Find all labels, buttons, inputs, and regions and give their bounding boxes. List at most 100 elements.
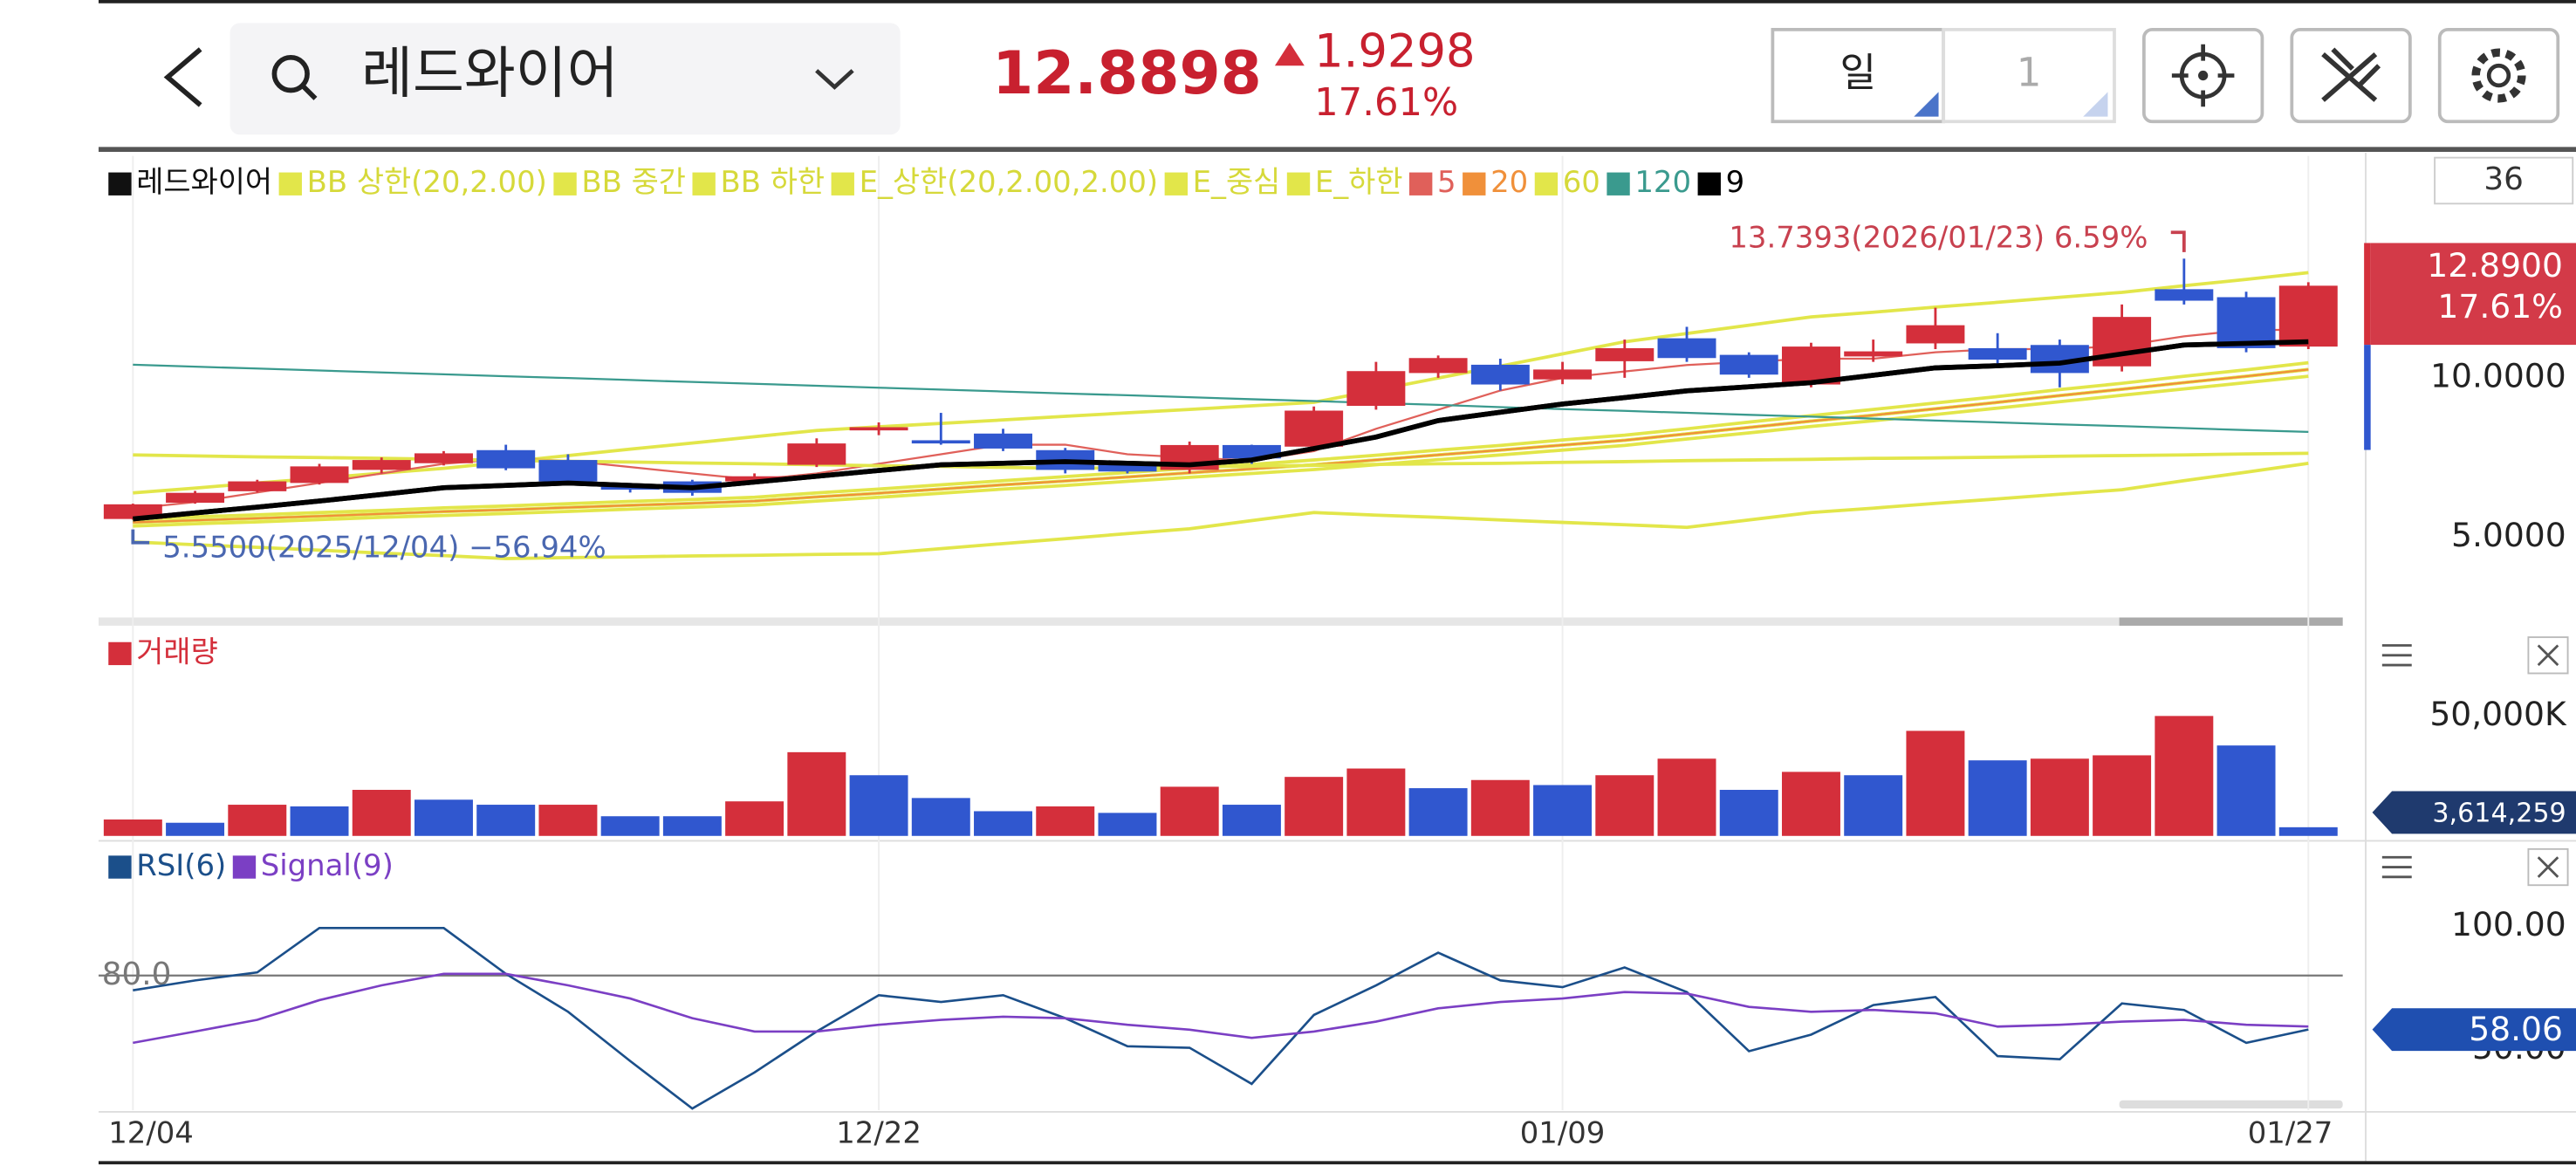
last-price-box <box>2370 243 2576 346</box>
high-annotation: 13.7393(2026/01/23) 6.59% <box>1729 220 2148 254</box>
legend-label: 9 <box>1726 165 1745 199</box>
volume-bar <box>725 801 784 836</box>
count-label: 1 <box>2017 50 2042 96</box>
volume-bar <box>662 816 722 836</box>
menu-icon[interactable] <box>2381 644 2412 879</box>
volume-indicator <box>2364 243 2371 346</box>
legend-label: RSI(6) <box>136 848 226 882</box>
volume-bar <box>538 805 598 836</box>
legend-label: 5 <box>1437 165 1456 199</box>
legend-swatch <box>1607 172 1630 195</box>
legend-swatch <box>278 172 302 195</box>
legend-label: BB 중간 <box>581 165 686 199</box>
settings-icon <box>2486 63 2511 88</box>
candle-body <box>725 476 784 482</box>
last-price-label: 12.8900 <box>2427 246 2563 285</box>
crosshair-icon <box>2171 44 2235 107</box>
candle-body <box>1098 464 1157 472</box>
scroll-thumb[interactable] <box>2119 617 2343 626</box>
volume-bar <box>1657 758 1716 836</box>
y-tick-label: 50,000K <box>2429 695 2567 733</box>
volume-bar <box>228 805 287 836</box>
legend-swatch <box>1164 172 1189 195</box>
candle-body <box>2216 297 2276 348</box>
x-tick-label: 12/04 <box>108 1116 194 1150</box>
legend-label: BB 상한(20,2.00) <box>307 165 547 199</box>
scroll-thumb[interactable] <box>2119 1100 2343 1109</box>
volume-bar <box>1719 790 1778 836</box>
volume-bar <box>1470 779 1530 836</box>
indicator-line <box>133 461 2309 560</box>
dropdown-icon[interactable] <box>815 69 854 90</box>
volume-bar <box>2216 745 2276 836</box>
legend-swatch <box>108 855 132 879</box>
legend-label: 20 <box>1490 165 1528 199</box>
count-box <box>2434 156 2574 205</box>
volume-bar <box>166 822 225 836</box>
settings-icon <box>2471 48 2526 103</box>
candle-body <box>787 443 846 465</box>
count-button[interactable] <box>1942 27 2116 124</box>
close-icon <box>2537 856 2559 878</box>
legend-swatch <box>553 172 577 195</box>
volume-bar <box>2155 716 2214 836</box>
legend-swatch <box>1463 172 1486 195</box>
crosshair-icon <box>2197 70 2209 81</box>
volume-bar <box>911 798 970 836</box>
legend-label: 레드와이어 <box>136 165 272 199</box>
candle-body <box>849 427 908 431</box>
volume-bar <box>352 790 411 836</box>
legend-label: Signal(9) <box>261 848 394 882</box>
candle-body <box>1346 371 1406 407</box>
volume-bar <box>787 751 846 836</box>
candle-body <box>1844 351 1903 357</box>
back-button[interactable] <box>163 47 202 107</box>
y-tick-label: 100.00 <box>2451 905 2566 943</box>
period-label: 일 <box>1840 50 1877 96</box>
candle-body <box>1533 369 1593 380</box>
volume-bar <box>414 799 473 836</box>
candle-body <box>1719 354 1778 375</box>
volume-bar <box>290 806 349 836</box>
last-volume-box <box>2372 791 2576 834</box>
search-box[interactable] <box>230 23 901 135</box>
candle-body <box>1906 325 1965 344</box>
price-change-pct: 17.61% <box>1314 81 1458 125</box>
volume-bar <box>103 819 162 836</box>
candle-body <box>1285 410 1344 447</box>
period-button[interactable] <box>1771 27 1946 124</box>
volume-bar <box>1160 786 1219 836</box>
settings-button[interactable] <box>2437 27 2560 124</box>
volume-bar <box>1533 785 1593 836</box>
legend-swatch <box>692 172 716 195</box>
legend-swatch <box>108 641 132 666</box>
y-tick-label: 10.0000 <box>2430 356 2566 394</box>
legend-swatch <box>1286 172 1311 195</box>
legend-label: 60 <box>1563 165 1600 199</box>
indicator-line <box>133 363 2309 434</box>
candle-body <box>1470 364 1530 385</box>
legend-swatch <box>1697 172 1721 195</box>
indicator-line <box>133 368 2309 524</box>
low-annotation: 5.5500(2025/12/04) −56.94% <box>162 531 606 565</box>
search-icon <box>271 55 310 93</box>
candle-body <box>1657 338 1716 359</box>
legend-label: BB 하한 <box>720 165 825 199</box>
current-price: 12.8898 <box>992 38 1262 107</box>
x-tick-label: 01/27 <box>2248 1116 2333 1150</box>
volume-indicator <box>2364 345 2371 450</box>
candle-body <box>538 460 598 482</box>
volume-bar <box>1408 788 1468 836</box>
up-triangle <box>1274 42 1305 66</box>
volume-bar <box>1906 730 1965 836</box>
legend-swatch <box>1409 172 1433 195</box>
volume-bar <box>2093 755 2152 836</box>
draw-icon <box>2321 47 2381 102</box>
legend-label: 120 <box>1634 165 1691 199</box>
volume-bar <box>1036 806 1095 836</box>
legend-swatch <box>1534 172 1559 195</box>
volume-bar <box>2278 826 2338 836</box>
candle-body <box>166 492 225 504</box>
candle-body <box>290 466 349 484</box>
